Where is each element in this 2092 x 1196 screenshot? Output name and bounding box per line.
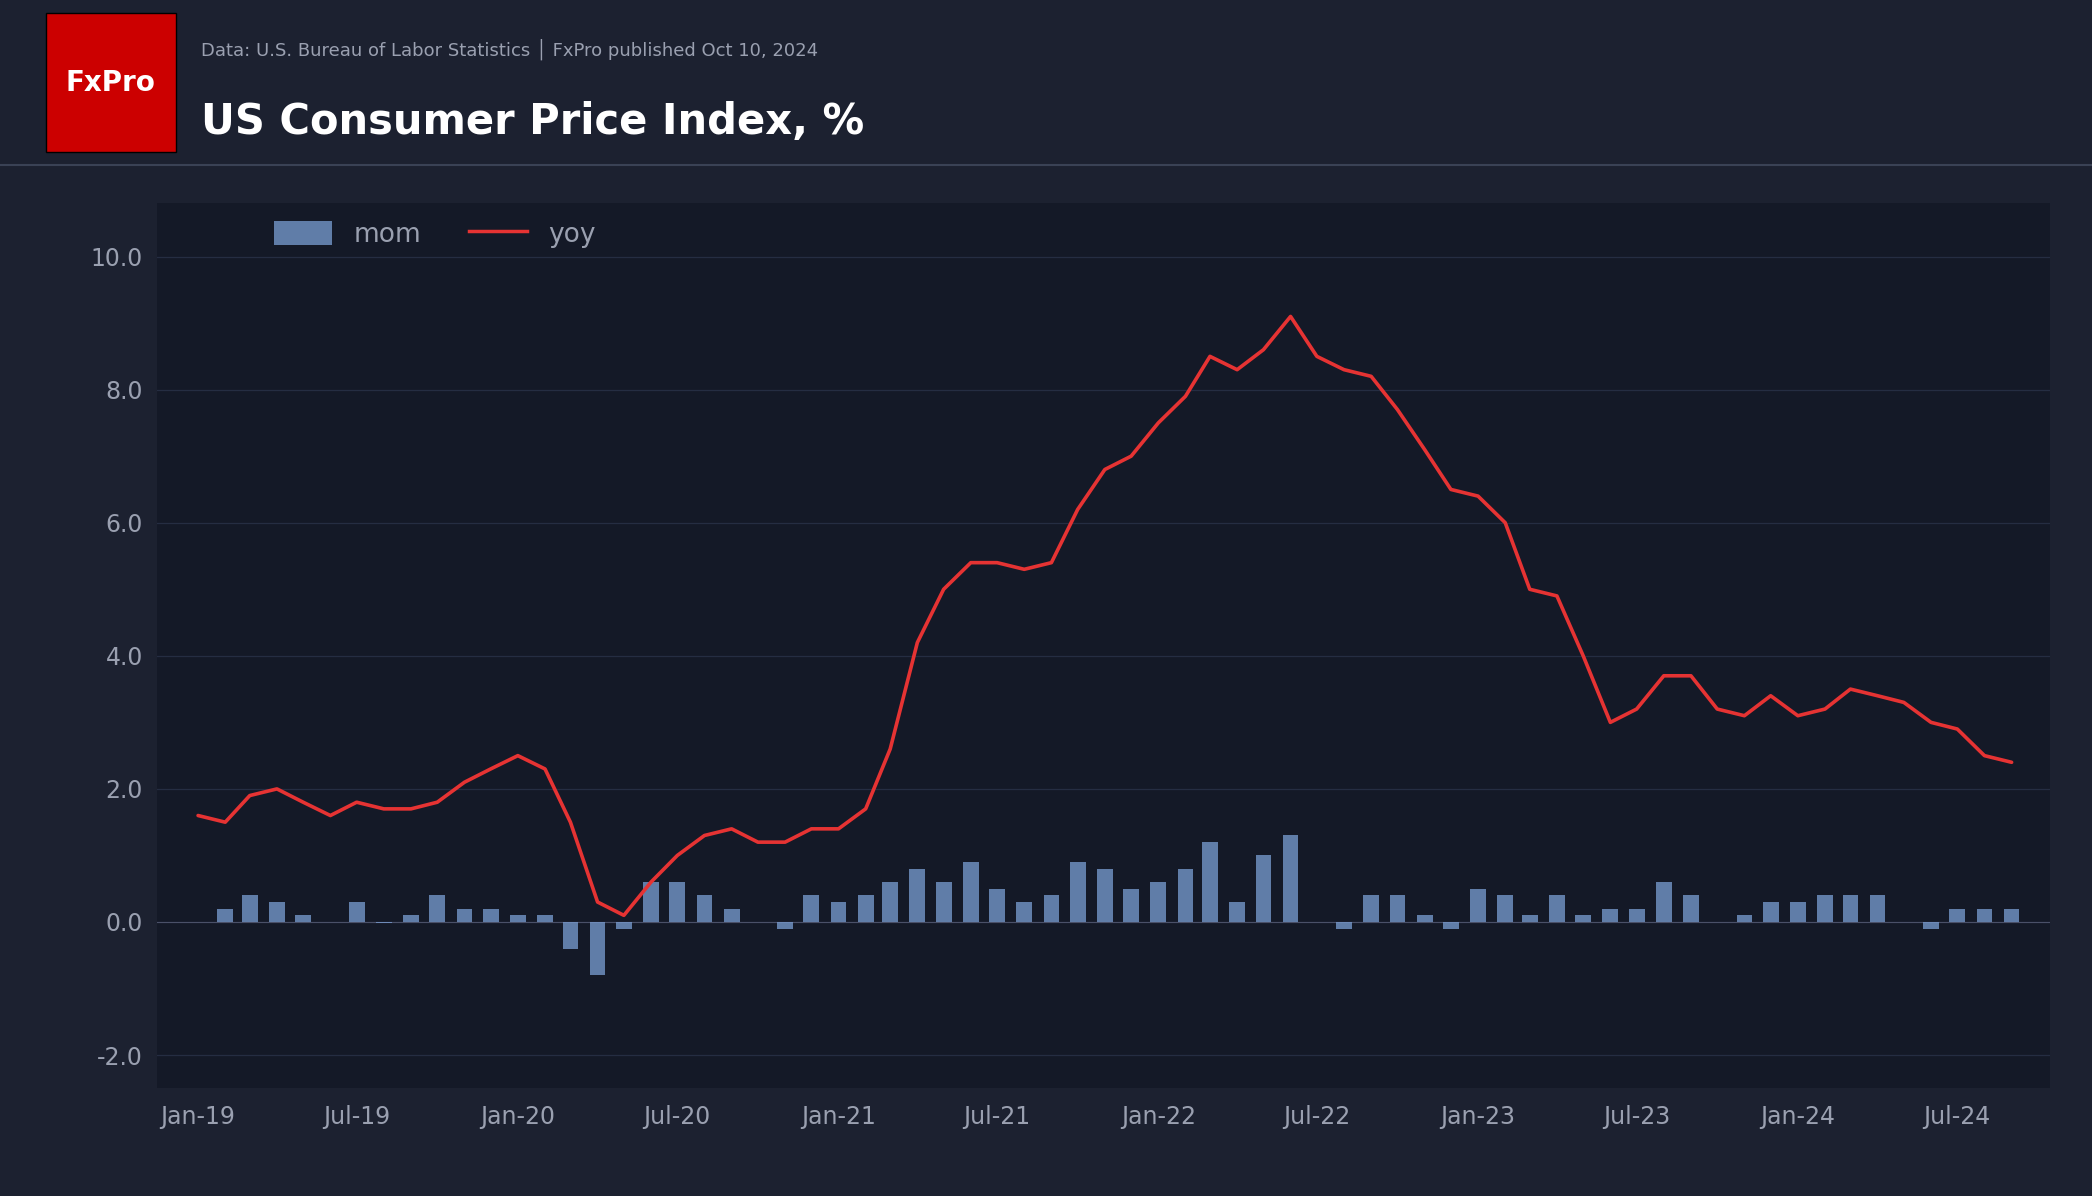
Bar bbox=[2004, 909, 2019, 922]
Bar bbox=[803, 896, 820, 922]
Bar bbox=[1282, 836, 1299, 922]
Bar bbox=[349, 902, 364, 922]
Bar bbox=[1630, 909, 1644, 922]
Bar bbox=[1548, 896, 1565, 922]
FancyBboxPatch shape bbox=[46, 13, 176, 152]
Bar bbox=[270, 902, 285, 922]
Bar bbox=[538, 915, 552, 922]
Bar bbox=[831, 902, 847, 922]
Bar bbox=[1602, 909, 1619, 922]
Bar bbox=[563, 922, 577, 948]
Bar bbox=[218, 909, 232, 922]
Bar bbox=[615, 922, 632, 928]
Bar bbox=[1977, 909, 1992, 922]
Bar bbox=[1443, 922, 1458, 928]
Bar bbox=[483, 909, 498, 922]
Bar bbox=[1389, 896, 1406, 922]
Bar bbox=[456, 909, 473, 922]
Bar bbox=[1416, 915, 1433, 922]
Bar bbox=[1843, 896, 1858, 922]
Bar bbox=[1337, 922, 1351, 928]
Bar bbox=[1764, 902, 1778, 922]
Bar bbox=[510, 915, 525, 922]
Bar bbox=[858, 896, 874, 922]
Bar bbox=[1575, 915, 1592, 922]
Bar bbox=[1069, 862, 1086, 922]
Bar bbox=[404, 915, 418, 922]
Bar bbox=[1017, 902, 1031, 922]
Bar bbox=[1736, 915, 1753, 922]
Bar bbox=[1230, 902, 1245, 922]
Bar bbox=[1364, 896, 1379, 922]
Bar bbox=[429, 896, 446, 922]
Text: US Consumer Price Index, %: US Consumer Price Index, % bbox=[201, 102, 864, 144]
Bar bbox=[1923, 922, 1939, 928]
Bar bbox=[724, 909, 738, 922]
Bar bbox=[590, 922, 605, 975]
Bar bbox=[1684, 896, 1699, 922]
Text: Data: U.S. Bureau of Labor Statistics │ FxPro published Oct 10, 2024: Data: U.S. Bureau of Labor Statistics │ … bbox=[201, 38, 818, 60]
Bar bbox=[1044, 896, 1059, 922]
Bar bbox=[1950, 909, 1964, 922]
Legend: mom, yoy: mom, yoy bbox=[274, 221, 596, 248]
Bar bbox=[669, 883, 686, 922]
Text: FxPro: FxPro bbox=[67, 68, 155, 97]
Bar bbox=[778, 922, 793, 928]
Bar bbox=[990, 889, 1004, 922]
Bar bbox=[1096, 868, 1113, 922]
Bar bbox=[295, 915, 312, 922]
Bar bbox=[697, 896, 713, 922]
Bar bbox=[962, 862, 979, 922]
Bar bbox=[1151, 883, 1165, 922]
Bar bbox=[910, 868, 925, 922]
Bar bbox=[243, 896, 257, 922]
Bar bbox=[642, 883, 659, 922]
Bar bbox=[1255, 855, 1272, 922]
Bar bbox=[1657, 883, 1672, 922]
Bar bbox=[1521, 915, 1538, 922]
Bar bbox=[1123, 889, 1138, 922]
Bar bbox=[1178, 868, 1192, 922]
Bar bbox=[1203, 842, 1218, 922]
Bar bbox=[883, 883, 897, 922]
Bar bbox=[1818, 896, 1833, 922]
Bar bbox=[1471, 889, 1485, 922]
Bar bbox=[1791, 902, 1805, 922]
Bar bbox=[1498, 896, 1513, 922]
Bar bbox=[1870, 896, 1885, 922]
Bar bbox=[935, 883, 952, 922]
